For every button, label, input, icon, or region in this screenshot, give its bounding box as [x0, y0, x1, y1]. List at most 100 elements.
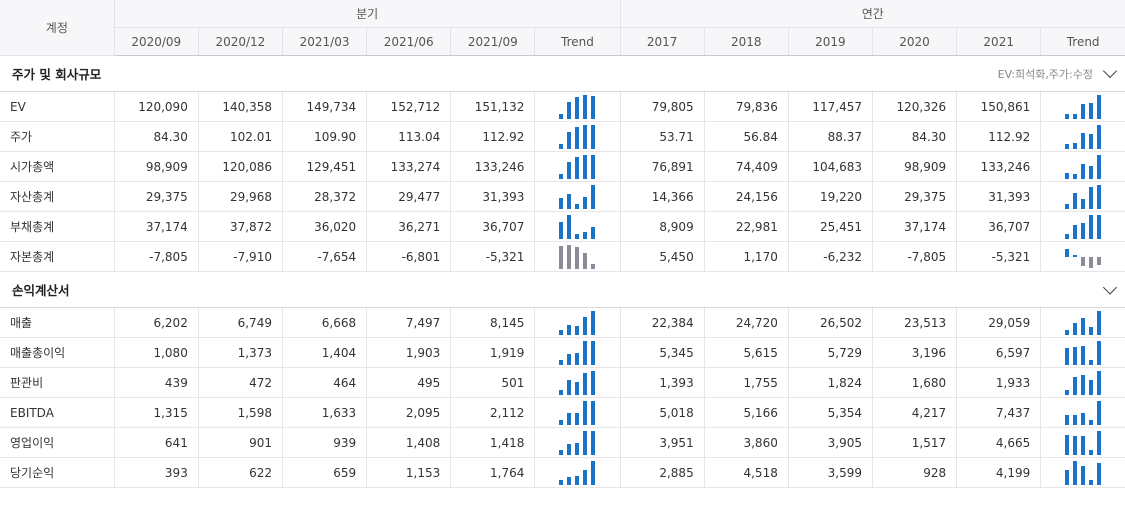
- table-row: 시가총액 98,909 120,086 129,451 133,274 133,246 76…: [0, 151, 1125, 182]
- chevron-down-icon[interactable]: [1102, 63, 1118, 79]
- trend-bar: [1097, 311, 1102, 335]
- quarterly-value: 36,271: [366, 211, 452, 242]
- trend-bar: [567, 477, 572, 485]
- table-row: 부채총계 37,174 37,872 36,020 36,271 36,707 8,909 2…: [0, 211, 1125, 242]
- trend-bar: [591, 185, 596, 209]
- trend-bar: [583, 431, 588, 455]
- trend-bar: [567, 413, 572, 425]
- trend-bar: [567, 324, 572, 335]
- trend-bar: [591, 227, 596, 239]
- quarterly-value: 622: [198, 457, 283, 488]
- trend-bar: [591, 155, 596, 179]
- trend-bar: [559, 245, 564, 269]
- trend-bar: [1097, 155, 1102, 179]
- trend-bar: [1097, 95, 1102, 119]
- trend-bar: [1097, 341, 1102, 365]
- annual-value: 8,909: [620, 211, 705, 242]
- quarterly-value: 501: [450, 367, 536, 398]
- trend-bar: [559, 174, 564, 179]
- trend-bar: [1073, 193, 1078, 209]
- trend-bar: [1089, 326, 1094, 335]
- trend-bar: [1089, 187, 1094, 209]
- trend-bar: [583, 372, 588, 395]
- section-header-row: 손익계산서: [0, 271, 1125, 308]
- row-label: 판관비: [0, 367, 115, 398]
- quarterly-value: 29,968: [198, 181, 283, 212]
- trend-sparkline: [557, 243, 597, 270]
- quarterly-value: 28,372: [282, 181, 368, 212]
- trend-cell: [534, 427, 621, 458]
- year-header: 2021: [956, 27, 1042, 56]
- section-header[interactable]: 손익계산서: [0, 271, 1125, 308]
- annual-value: 26,502: [788, 307, 873, 338]
- trend-sparkline: [557, 309, 597, 336]
- trend-bar: [1065, 390, 1070, 395]
- trend-bar: [1065, 348, 1070, 365]
- trend-bar: [567, 353, 572, 365]
- row-label: 영업이익: [0, 427, 115, 458]
- quarterly-value: 1,903: [366, 337, 452, 368]
- quarterly-value: 1,080: [114, 337, 199, 368]
- section-note: EV:희석화,주가:수정: [997, 67, 1093, 81]
- annual-value: 4,518: [704, 457, 789, 488]
- annual-value: 3,860: [704, 427, 789, 458]
- quarterly-value: 641: [114, 427, 199, 458]
- quarterly-value: 659: [282, 457, 368, 488]
- quarterly-value: -5,321: [450, 241, 536, 272]
- quarter-header: 2021/03: [282, 27, 368, 56]
- trend-bar: [583, 341, 588, 365]
- quarterly-value: 1,404: [282, 337, 368, 368]
- trend-bar: [567, 162, 572, 179]
- trend-bar: [1081, 465, 1086, 485]
- trend-bar: [583, 95, 588, 119]
- annual-value: 5,345: [620, 337, 705, 368]
- quarterly-value: 112.92: [450, 121, 536, 152]
- trend-bar: [575, 157, 580, 179]
- quarterly-value: 8,145: [450, 307, 536, 338]
- annual-value: 7,437: [956, 397, 1042, 428]
- trend-bar: [1065, 204, 1070, 209]
- annual-value: 1,933: [956, 367, 1042, 398]
- annual-value: 84.30: [872, 121, 958, 152]
- annual-value: 29,375: [872, 181, 958, 212]
- annual-value: 56.84: [704, 121, 789, 152]
- quarterly-value: -6,801: [366, 241, 452, 272]
- annual-value: 1,170: [704, 241, 789, 272]
- quarterly-value: 6,668: [282, 307, 368, 338]
- trend-bar: [591, 264, 596, 269]
- annual-value: 2,885: [620, 457, 705, 488]
- trend-bar: [591, 431, 596, 455]
- trend-sparkline: [1063, 183, 1103, 210]
- trend-sparkline: [1063, 123, 1103, 150]
- chevron-down-icon[interactable]: [1102, 279, 1118, 295]
- table-row: 매출총이익 1,080 1,373 1,404 1,903 1,919 5,345 5,615…: [0, 337, 1125, 368]
- trend-sparkline: [557, 459, 597, 486]
- table-row: 주가 84.30 102.01 109.90 113.04 112.92 53.71 56.8…: [0, 121, 1125, 152]
- trend-bar: [567, 102, 572, 119]
- table-row: 판관비 439 472 464 495 501 1,393 1,755 1,824 1,680 1,…: [0, 367, 1125, 398]
- trend-sparkline: [1063, 459, 1103, 486]
- trend-bar: [1073, 346, 1078, 365]
- trend-bar: [567, 245, 572, 269]
- trend-sparkline: [1063, 309, 1103, 336]
- section-header[interactable]: 주가 및 회사규모 EV:희석화,주가:수정: [0, 55, 1125, 92]
- annual-value: 5,166: [704, 397, 789, 428]
- annual-value: 104,683: [788, 151, 873, 182]
- trend-sparkline: [1063, 243, 1103, 270]
- quarter-header: 2020/09: [114, 27, 199, 56]
- quarterly-value: 140,358: [198, 91, 283, 122]
- quarterly-value: 6,749: [198, 307, 283, 338]
- annual-value: 14,366: [620, 181, 705, 212]
- trend-bar: [1081, 132, 1086, 149]
- trend-bar: [575, 382, 580, 395]
- trend-bar: [559, 144, 564, 149]
- quarter-header: 2021/06: [366, 27, 452, 56]
- trend-bar: [559, 450, 564, 455]
- quarterly-value: 901: [198, 427, 283, 458]
- trend-bar: [591, 341, 596, 365]
- trend-bar: [1065, 173, 1070, 179]
- trend-cell: [1040, 241, 1125, 272]
- row-label: 주가: [0, 121, 115, 152]
- annual-value: 88.37: [788, 121, 873, 152]
- trend-sparkline: [557, 339, 597, 366]
